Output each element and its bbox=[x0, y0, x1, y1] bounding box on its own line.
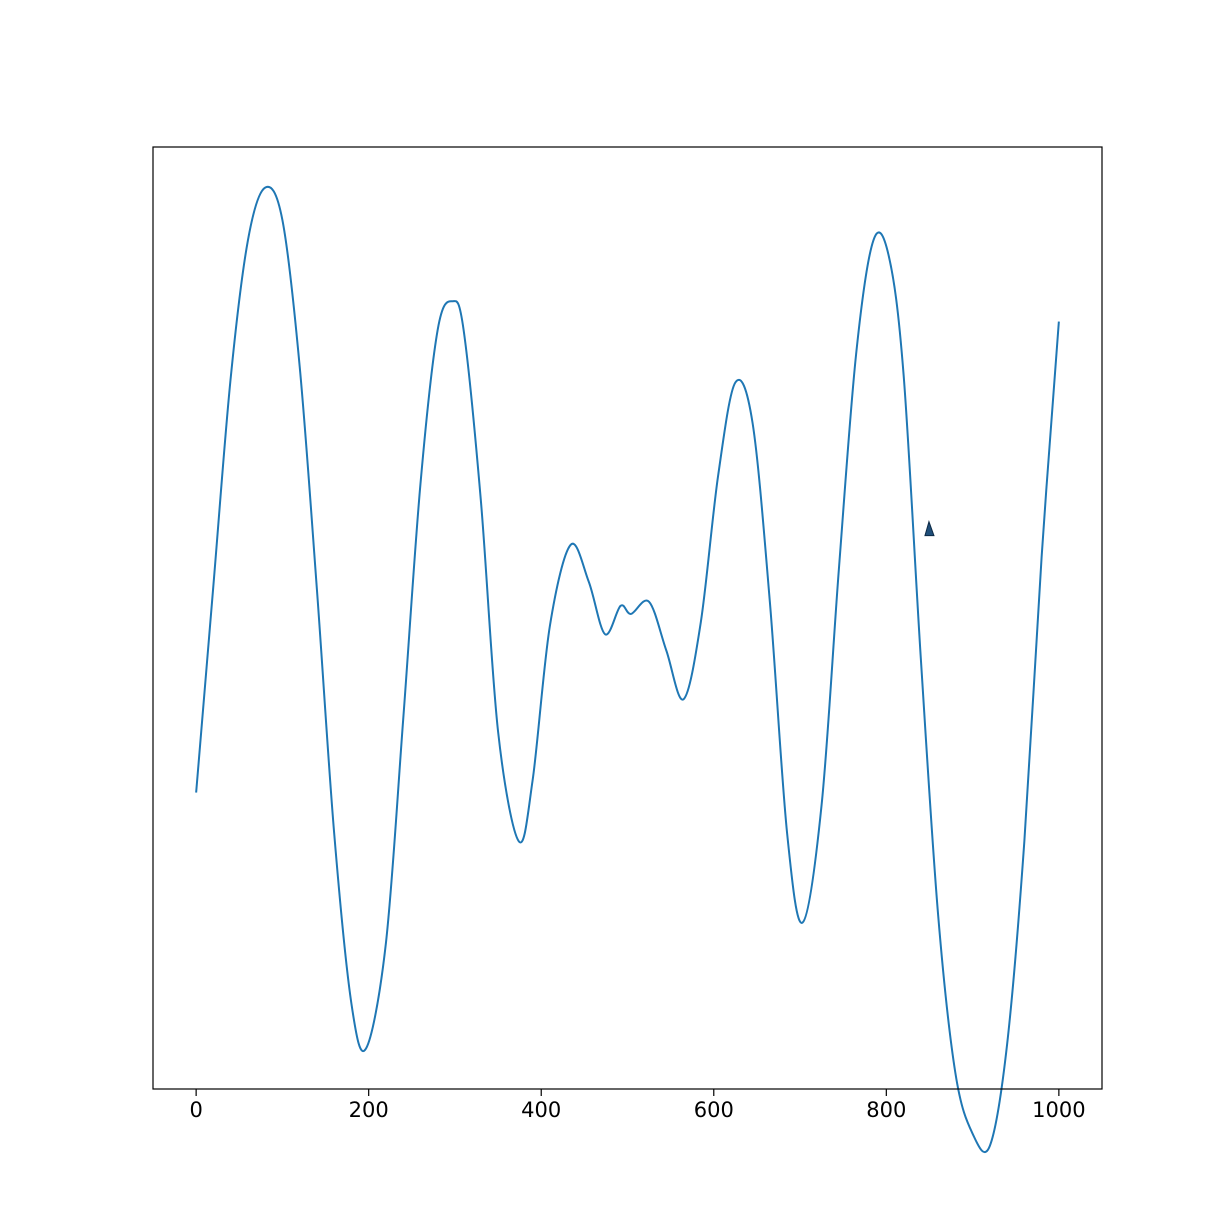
axes-frame bbox=[152, 146, 1103, 1090]
x-tick-label: 200 bbox=[349, 1098, 389, 1122]
x-tick-label: 800 bbox=[866, 1098, 906, 1122]
plot-area bbox=[195, 185, 1060, 1153]
series-line-0 bbox=[195, 185, 1060, 1153]
x-tick-label: 1000 bbox=[1032, 1098, 1085, 1122]
x-axis-ticks: 0 200 400 600 800 1000 bbox=[189, 1089, 1086, 1122]
x-tick-label: 0 bbox=[189, 1098, 202, 1122]
x-tick-label: 400 bbox=[521, 1098, 561, 1122]
x-tick-label: 600 bbox=[694, 1098, 734, 1122]
arrow-marker-0 bbox=[924, 520, 935, 537]
